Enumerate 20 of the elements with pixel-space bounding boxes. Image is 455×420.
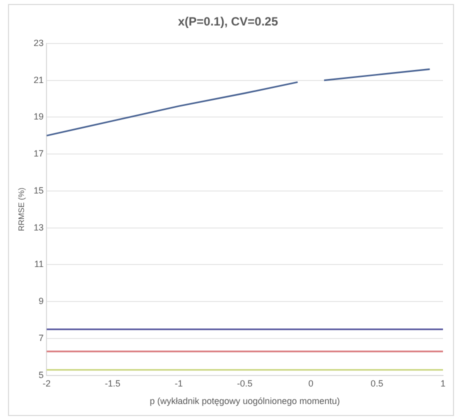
- y-tick-label: 19: [34, 112, 44, 122]
- y-tick-label: 21: [34, 74, 44, 85]
- chart-title: x(P=0.1), CV=0.25: [178, 14, 278, 29]
- x-tick-label: -2: [42, 378, 51, 388]
- x-tick-label: 1: [440, 378, 446, 388]
- x-tick-label: 0: [308, 378, 314, 388]
- y-tick-label: 11: [34, 259, 44, 270]
- y-tick-label: 9: [38, 296, 44, 306]
- y-tick-label: 23: [34, 38, 44, 48]
- x-tick-label: -1.5: [104, 378, 120, 388]
- y-tick-label: 13: [34, 222, 44, 232]
- y-tick-label: 5: [38, 370, 44, 380]
- y-tick-label: 15: [34, 185, 44, 196]
- x-tick-label: -0.5: [237, 378, 253, 388]
- x-tick-label: 0.5: [370, 378, 384, 388]
- y-tick-label: 7: [38, 332, 44, 343]
- y-axis-title: RRMSE (%): [17, 187, 26, 232]
- y-tick-label: 17: [34, 148, 44, 159]
- x-axis-title: p (wykładnik potęgowy uogólnionego momentu): [150, 396, 340, 406]
- x-tick-label: -1: [174, 378, 183, 388]
